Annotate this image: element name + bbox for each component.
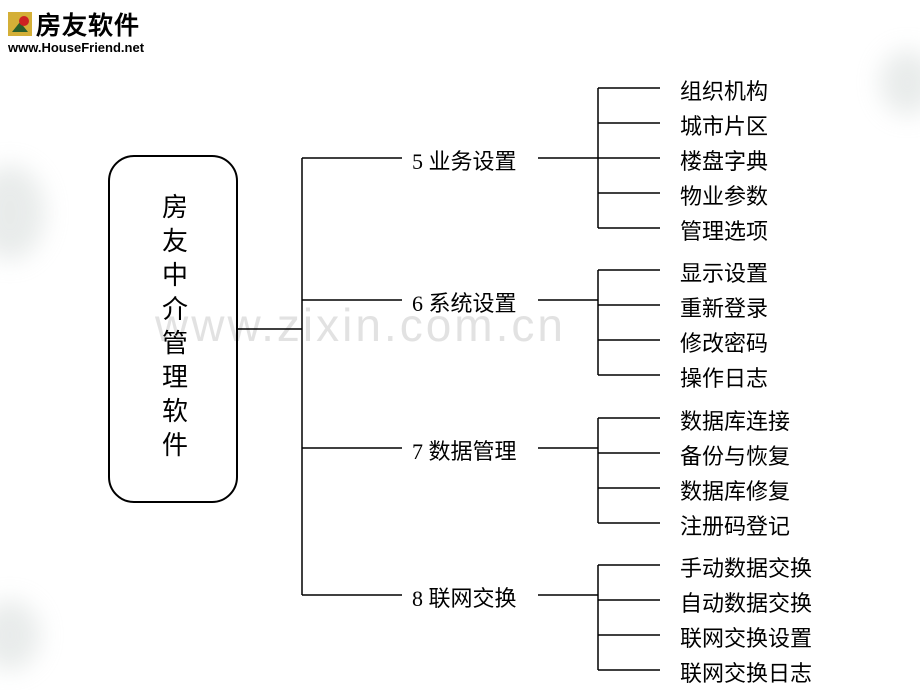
logo: 房友软件 www.HouseFriend.net <box>8 6 144 55</box>
root-label: 房友中介管理软件 <box>155 193 192 465</box>
branch-label: 7 数据管理 <box>412 434 517 466</box>
background-smudge <box>0 600 40 670</box>
leaf-label: 数据库修复 <box>680 474 790 506</box>
leaf-label: 自动数据交换 <box>680 586 812 618</box>
leaf-label: 物业参数 <box>680 179 768 211</box>
leaf-label: 操作日志 <box>680 361 768 393</box>
leaf-label: 注册码登记 <box>680 509 790 541</box>
branch-label: 5 业务设置 <box>412 144 517 176</box>
leaf-label: 显示设置 <box>680 256 768 288</box>
leaf-label: 手动数据交换 <box>680 551 812 583</box>
leaf-label: 联网交换设置 <box>680 621 812 653</box>
root-node: 房友中介管理软件 <box>108 155 238 503</box>
leaf-label: 组织机构 <box>680 74 768 106</box>
leaf-label: 数据库连接 <box>680 404 790 436</box>
logo-icon <box>8 12 32 36</box>
leaf-label: 城市片区 <box>680 109 768 141</box>
leaf-label: 楼盘字典 <box>680 144 768 176</box>
branch-label: 8 联网交换 <box>412 581 517 613</box>
background-smudge <box>0 165 45 260</box>
logo-text: 房友软件 <box>36 6 140 42</box>
background-smudge <box>880 50 920 115</box>
leaf-label: 重新登录 <box>680 291 768 323</box>
logo-url: www.HouseFriend.net <box>8 40 144 55</box>
leaf-label: 管理选项 <box>680 214 768 246</box>
leaf-label: 修改密码 <box>680 326 768 358</box>
leaf-label: 联网交换日志 <box>680 656 812 688</box>
branch-label: 6 系统设置 <box>412 286 517 318</box>
leaf-label: 备份与恢复 <box>680 439 790 471</box>
